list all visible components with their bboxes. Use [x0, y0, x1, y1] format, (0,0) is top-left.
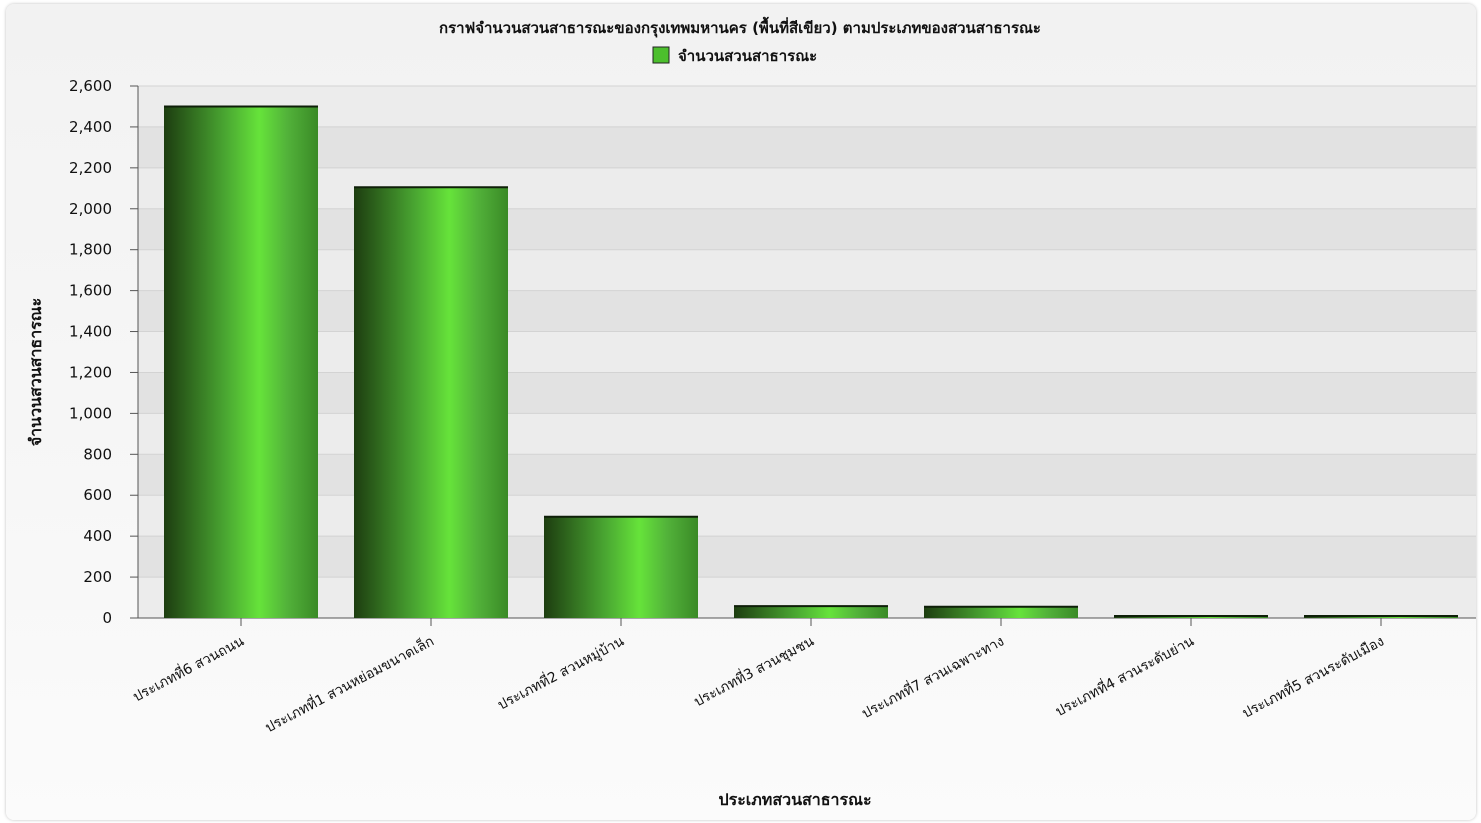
y-tick-label: 2,600 [69, 77, 112, 95]
grid-band [138, 454, 1476, 496]
y-tick-label: 400 [83, 527, 112, 545]
bars [164, 105, 1458, 619]
grid-band [138, 536, 1476, 578]
grid-band [138, 372, 1476, 414]
y-tick-label: 1,400 [69, 323, 112, 341]
y-tick-label: 0 [102, 609, 112, 627]
y-tick-label: 600 [83, 486, 112, 504]
grid-band [138, 86, 1476, 127]
legend-label: จำนวนสวนสาธารณะ [678, 47, 817, 65]
grid-band [138, 208, 1476, 250]
y-axis: 0 200 400 600 800 1,000 1,200 1,400 1,600 1,800 2,… [69, 77, 138, 627]
y-tick-label: 1,200 [69, 363, 112, 381]
grid-band [138, 126, 1476, 168]
y-tick-label: 200 [83, 568, 112, 586]
x-axis: ประเภทที่6 สวนถนน ประเภทที่1 สวนหย่อมขนาด… [130, 618, 1387, 736]
x-tick-label: ประเภทที่5 สวนระดับเมือง [1239, 632, 1387, 722]
y-tick-label: 1,000 [69, 404, 112, 422]
grid-band [138, 167, 1476, 209]
chart: กราฟจำนวนสวนสาธารณะของกรุงเทพมหานคร (พื้… [26, 16, 1476, 809]
grid-band [138, 249, 1476, 291]
bar[interactable] [924, 606, 1078, 618]
y-tick-label: 1,800 [69, 241, 112, 259]
bar[interactable] [734, 606, 888, 618]
y-tick-label: 800 [83, 445, 112, 463]
bar[interactable] [544, 516, 698, 618]
plot-area [137, 85, 1476, 619]
legend: จำนวนสวนสาธารณะ [652, 46, 817, 65]
y-tick-label: 2,400 [69, 118, 112, 136]
chart-title: กราฟจำนวนสวนสาธารณะของกรุงเทพมหานคร (พื้… [439, 16, 1041, 38]
grid-band [138, 495, 1476, 537]
x-tick-label: ประเภทที่1 สวนหย่อมขนาดเล็ก [262, 632, 437, 736]
grid-band [138, 413, 1476, 455]
x-axis-title: ประเภทสวนสาธารณะ [718, 790, 871, 809]
x-tick-label: ประเภทที่6 สวนถนน [130, 631, 248, 705]
grid-band [138, 290, 1476, 332]
y-tick-label: 1,600 [69, 282, 112, 300]
x-tick-label: ประเภทที่3 สวนชุมชน [691, 631, 818, 710]
x-tick-label: ประเภทที่7 สวนเฉพาะทาง [858, 632, 1006, 722]
bar[interactable] [354, 187, 508, 619]
bar[interactable] [1114, 615, 1268, 618]
x-tick-label: ประเภทที่4 สวนระดับย่าน [1052, 631, 1197, 720]
y-tick-label: 2,200 [69, 159, 112, 177]
chart-frame: กราฟจำนวนสวนสาธารณะของกรุงเทพมหานคร (พื้… [6, 4, 1476, 820]
y-tick-label: 2,000 [69, 200, 112, 218]
x-tick-label: ประเภทที่2 สวนหมู่บ้าน [494, 631, 627, 713]
y-axis-title: จำนวนสวนสาธารณะ [26, 298, 45, 446]
grid-band [138, 331, 1476, 373]
legend-swatch [652, 46, 670, 64]
bar[interactable] [164, 106, 318, 618]
